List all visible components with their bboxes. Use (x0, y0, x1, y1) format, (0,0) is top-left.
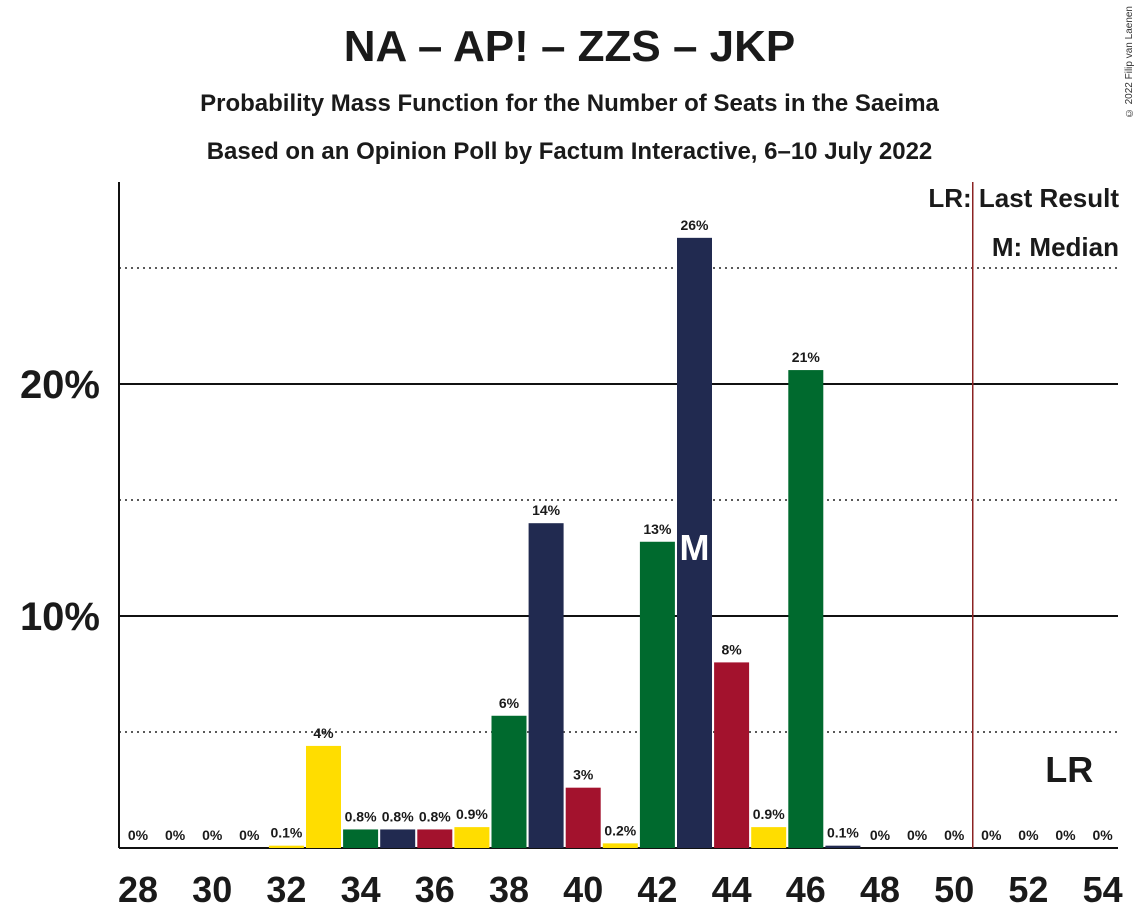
bar-label-37: 0.9% (456, 806, 488, 822)
bar-45 (751, 827, 787, 848)
x-tick-label: 54 (1083, 869, 1123, 910)
bar-36 (417, 829, 453, 848)
bar-label-38: 6% (499, 695, 520, 711)
bar-43 (677, 237, 712, 849)
bar-label-47: 0.1% (827, 825, 859, 841)
median-marker: M (680, 527, 710, 568)
chart-subtitle: Probability Mass Function for the Number… (200, 90, 939, 117)
bar-label-50: 0% (944, 827, 965, 843)
bar-46 (788, 370, 824, 848)
x-tick-label: 34 (341, 869, 381, 910)
bar-37 (454, 827, 490, 848)
chart-subtitle-source: Based on an Opinion Poll by Factum Inter… (206, 138, 933, 165)
bar-label-35: 0.8% (382, 808, 414, 824)
bar-44 (714, 662, 750, 848)
bar-label-39: 14% (532, 502, 561, 518)
bar-label-48: 0% (870, 827, 891, 843)
bar-label-44: 8% (721, 641, 742, 657)
bar-label-31: 0% (239, 827, 260, 843)
bar-label-41: 0.2% (604, 822, 636, 838)
bar-33 (306, 745, 341, 848)
legend-last-result: LR: Last Result (928, 183, 1119, 213)
x-tick-label: 32 (266, 869, 306, 910)
x-tick-label: 38 (489, 869, 529, 910)
x-tick-label: 36 (415, 869, 455, 910)
bar-41 (602, 843, 638, 848)
bar-label-52: 0% (1018, 827, 1039, 843)
bar-label-42: 13% (643, 521, 672, 537)
x-tick-label: 48 (860, 869, 900, 910)
last-result-marker: LR (1045, 749, 1093, 790)
x-tick-label: 40 (563, 869, 603, 910)
bar-label-53: 0% (1055, 827, 1076, 843)
x-tick-label: 42 (637, 869, 677, 910)
bar-39 (528, 523, 564, 848)
bar-label-45: 0.9% (753, 806, 785, 822)
x-tick-label: 50 (934, 869, 974, 910)
bar-34 (343, 829, 379, 848)
legend-median: M: Median (991, 232, 1119, 262)
x-tick-label: 28 (118, 869, 158, 910)
bar-label-43: 26% (680, 217, 709, 233)
x-tick-label: 46 (786, 869, 826, 910)
bar-label-40: 3% (573, 767, 594, 783)
bar-47 (825, 845, 861, 848)
bar-label-49: 0% (907, 827, 928, 843)
bar-label-54: 0% (1092, 827, 1113, 843)
x-tick-label: 44 (712, 869, 752, 910)
y-tick-label: 10% (20, 595, 100, 639)
bar-35 (380, 829, 416, 848)
bar-42 (639, 541, 675, 848)
x-tick-label: 52 (1008, 869, 1048, 910)
bar-label-36: 0.8% (419, 808, 451, 824)
bar-label-51: 0% (981, 827, 1002, 843)
bar-32 (268, 845, 304, 848)
bar-label-28: 0% (128, 827, 149, 843)
bar-label-33: 4% (313, 725, 334, 741)
bar-40 (565, 787, 601, 848)
chart-title: NA – AP! – ZZS – JKP (343, 22, 796, 71)
bar-label-34: 0.8% (345, 808, 377, 824)
bar-label-46: 21% (792, 349, 821, 365)
x-tick-label: 30 (192, 869, 232, 910)
bar-38 (491, 715, 527, 848)
bar-label-30: 0% (202, 827, 223, 843)
bar-label-29: 0% (165, 827, 186, 843)
bar-label-32: 0.1% (270, 825, 302, 841)
y-tick-label: 20% (20, 363, 100, 407)
